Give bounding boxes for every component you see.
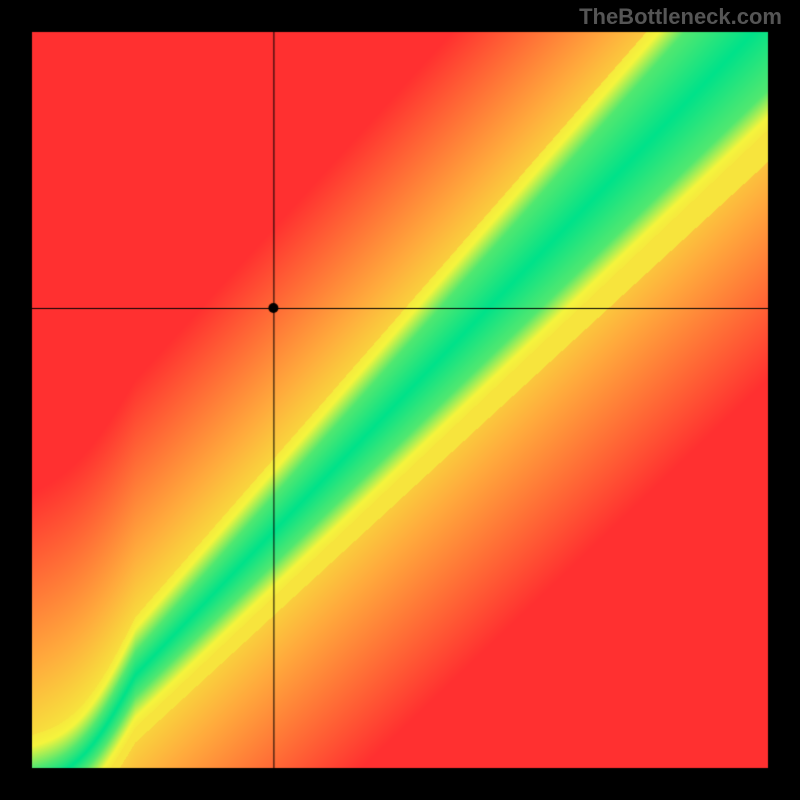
heatmap-canvas bbox=[0, 0, 800, 800]
watermark-text: TheBottleneck.com bbox=[579, 4, 782, 30]
chart-container: TheBottleneck.com bbox=[0, 0, 800, 800]
